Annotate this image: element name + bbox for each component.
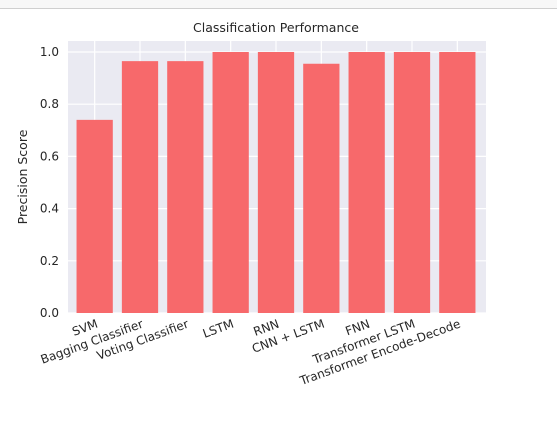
chart-title: Classification Performance bbox=[193, 20, 359, 35]
y-tick-labels: 0.0 0.2 0.4 0.6 0.8 1.0 bbox=[40, 45, 59, 320]
x-tick-label: LSTM bbox=[201, 317, 236, 341]
bar bbox=[213, 52, 249, 313]
y-tick-label: 0.8 bbox=[40, 97, 59, 111]
y-tick-label: 0.2 bbox=[40, 254, 59, 268]
bar bbox=[258, 52, 294, 313]
bar bbox=[77, 120, 113, 313]
y-tick-label: 0.0 bbox=[40, 306, 59, 320]
y-tick-label: 0.4 bbox=[40, 202, 59, 216]
bar bbox=[122, 61, 158, 313]
y-axis-label: Precision Score bbox=[15, 129, 30, 224]
bar bbox=[394, 52, 430, 313]
bars bbox=[77, 52, 476, 313]
y-tick-label: 0.6 bbox=[40, 149, 59, 163]
bar bbox=[303, 64, 339, 313]
bar bbox=[349, 52, 385, 313]
y-tick-label: 1.0 bbox=[40, 45, 59, 59]
bar bbox=[439, 52, 475, 313]
bar bbox=[167, 61, 203, 313]
